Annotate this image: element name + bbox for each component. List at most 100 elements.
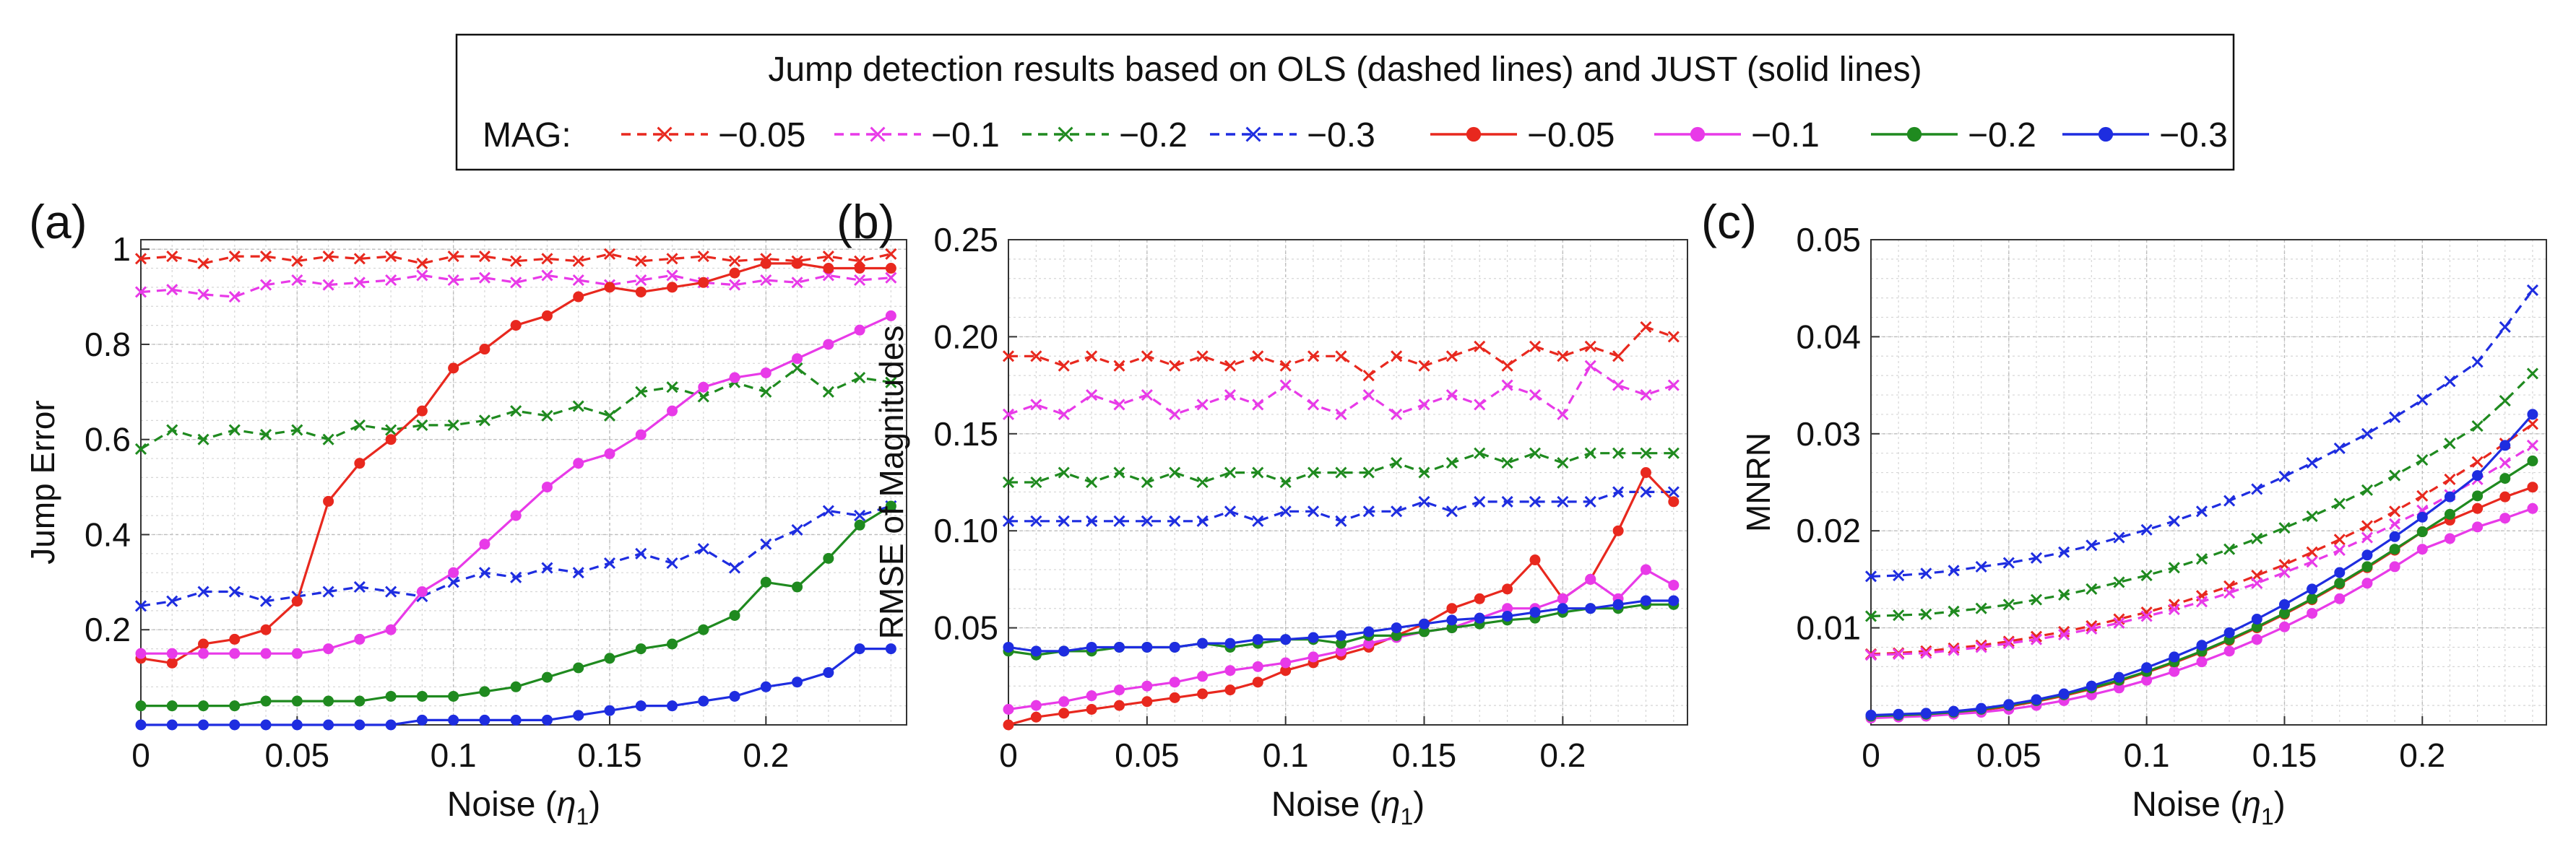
data-point <box>166 700 178 712</box>
data-point <box>698 695 709 707</box>
data-point <box>1474 447 1486 459</box>
data-point <box>1640 595 1651 606</box>
data-point <box>1640 564 1651 575</box>
y-tick-label: 0.20 <box>933 318 998 355</box>
data-point <box>260 648 272 659</box>
data-point <box>1474 340 1486 352</box>
data-point <box>166 424 178 436</box>
data-point <box>1612 486 1625 498</box>
data-point <box>1280 665 1292 677</box>
data-point <box>1141 388 1153 401</box>
data-point <box>260 250 272 263</box>
x-tick-label: 0.05 <box>1976 736 2041 774</box>
data-point <box>291 274 303 287</box>
data-point <box>1445 505 1458 518</box>
data-point <box>2223 627 2235 638</box>
legend-entry: −0.3 <box>1210 116 1375 155</box>
data-point <box>635 286 647 297</box>
legend-marker <box>870 126 886 142</box>
series-line <box>140 505 891 607</box>
data-point <box>1113 684 1125 696</box>
x-tick-label: 0.15 <box>1392 736 1457 774</box>
data-point <box>2389 518 2401 530</box>
data-point <box>885 643 896 655</box>
legend-marker <box>1245 126 1261 142</box>
data-point <box>2086 539 2098 552</box>
data-point <box>1169 641 1180 653</box>
legend-entry-label: −0.2 <box>1119 116 1188 155</box>
data-point <box>322 279 334 291</box>
data-point <box>885 376 897 388</box>
data-point <box>1865 710 1877 721</box>
data-point <box>2361 427 2374 440</box>
data-point <box>1445 388 1458 401</box>
data-point <box>729 267 740 279</box>
data-point <box>2472 503 2484 514</box>
data-point <box>2113 531 2125 544</box>
data-point <box>635 386 647 398</box>
series-ols-red <box>1002 321 1680 382</box>
data-point <box>760 576 771 588</box>
data-point <box>603 248 616 260</box>
data-point <box>760 258 771 269</box>
series-ols-green <box>1864 367 2538 622</box>
data-point <box>2526 439 2538 451</box>
x-tick-label: 0.05 <box>1115 736 1180 774</box>
data-point <box>1529 495 1542 508</box>
data-point <box>198 700 209 712</box>
data-point <box>2389 561 2400 573</box>
data-point <box>1920 647 1932 659</box>
x-axis-label-subscript: 1 <box>1400 804 1413 830</box>
legend-entry: −0.2 <box>1871 116 2036 155</box>
data-point <box>1391 622 1402 634</box>
data-point <box>510 510 522 521</box>
data-point <box>2002 557 2015 569</box>
data-point <box>854 643 865 655</box>
data-point <box>2113 617 2125 629</box>
data-point <box>2333 442 2346 455</box>
data-point <box>1391 350 1403 362</box>
data-point <box>1307 399 1320 411</box>
data-point <box>1864 649 1877 661</box>
x-axis-label-symbol: η <box>1381 786 1401 824</box>
y-tick-label: 0.6 <box>85 421 131 458</box>
data-point <box>667 700 678 712</box>
x-axis-label: Noise (η1) <box>1271 786 1425 830</box>
data-point <box>572 274 584 287</box>
data-point <box>2389 411 2401 424</box>
x-axis-label-subscript: 1 <box>2261 804 2274 830</box>
data-point <box>1920 608 1932 620</box>
data-point <box>478 567 490 579</box>
data-point <box>1224 388 1237 401</box>
data-point <box>728 255 741 267</box>
data-point <box>1529 340 1542 352</box>
data-point <box>1141 696 1153 708</box>
data-point <box>1501 457 1513 469</box>
data-point <box>166 719 178 731</box>
data-point <box>478 271 490 284</box>
data-point <box>1668 595 1680 606</box>
data-point <box>1030 711 1042 723</box>
data-point <box>2086 680 2097 692</box>
data-point <box>573 458 584 469</box>
data-point <box>1418 399 1430 411</box>
data-point <box>416 405 428 417</box>
data-point <box>698 624 709 635</box>
data-point <box>1557 350 1569 362</box>
data-point <box>2361 520 2374 532</box>
x-axis-label-main: Noise ( <box>2132 786 2242 824</box>
data-point <box>260 624 272 635</box>
data-point <box>1667 447 1680 459</box>
data-point <box>1529 554 1541 566</box>
data-point <box>229 719 241 731</box>
data-point <box>322 586 334 598</box>
data-point <box>854 510 866 522</box>
data-point <box>698 277 709 288</box>
data-point <box>1252 466 1264 479</box>
data-point <box>1252 515 1264 527</box>
data-point <box>1864 570 1877 583</box>
series-ols-magenta <box>1002 360 1680 420</box>
data-point <box>134 600 147 612</box>
data-point <box>1976 702 1987 714</box>
data-point <box>1419 618 1430 630</box>
